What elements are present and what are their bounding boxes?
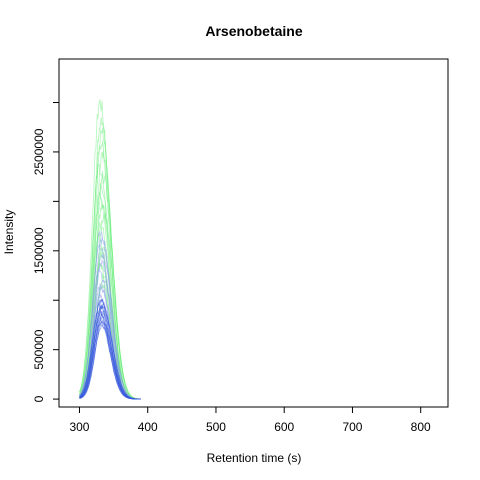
chromatogram-trace [79, 324, 141, 400]
chart-title: Arsenobetaine [205, 23, 302, 39]
x-axis-label: Retention time (s) [207, 451, 302, 465]
trace-layer [79, 99, 141, 400]
x-tick-label: 300 [69, 420, 89, 434]
x-tick-label: 500 [206, 420, 226, 434]
x-tick-label: 800 [411, 420, 431, 434]
x-tick-label: 600 [274, 420, 294, 434]
y-tick-label: 1500000 [32, 227, 46, 274]
x-tick-label: 700 [342, 420, 362, 434]
y-axis-label: Intensity [2, 210, 16, 255]
x-axis: 300 400 500 600 700 800 [69, 407, 431, 434]
y-tick-label: 500000 [32, 329, 46, 369]
y-tick-label: 0 [32, 395, 46, 402]
y-tick-label: 2500000 [32, 128, 46, 175]
x-tick-label: 400 [138, 420, 158, 434]
y-axis: 0 500000 1500000 2500000 [32, 102, 59, 402]
plot-frame [58, 58, 449, 408]
